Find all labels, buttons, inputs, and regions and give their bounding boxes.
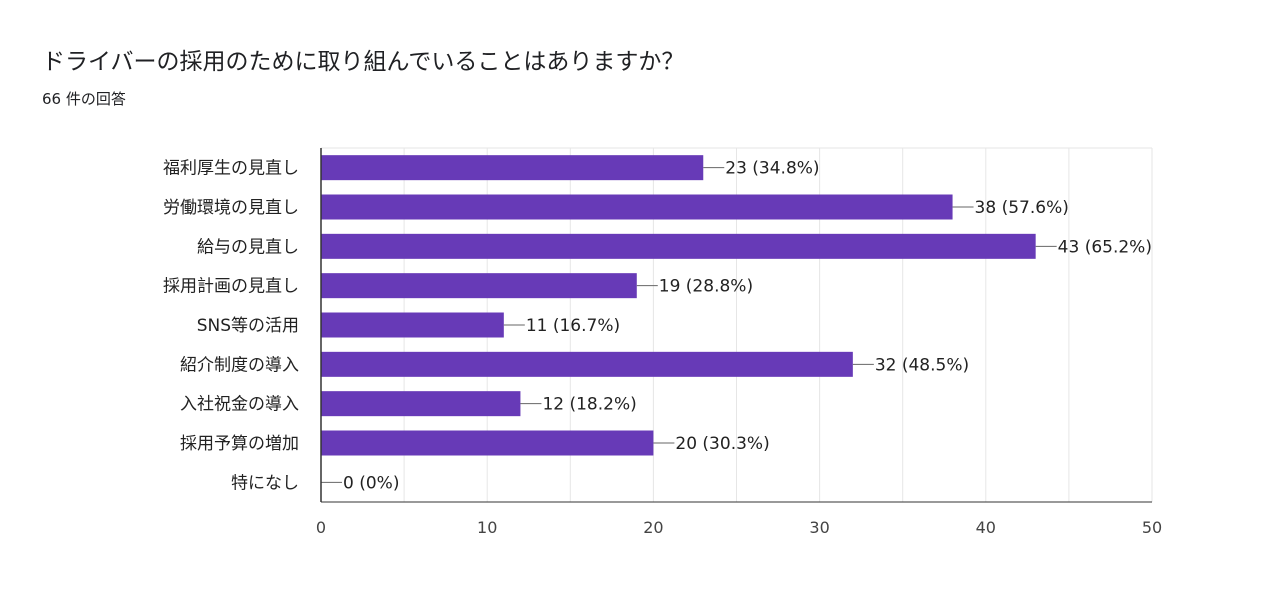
category-label: 労働環境の見直し (163, 198, 299, 218)
data-label: 12 (18.2%) (542, 395, 636, 415)
data-label: 0 (0%) (343, 473, 399, 493)
bar (321, 273, 637, 299)
chart-title: ドライバーの採用のために取り組んでいることはありますか？ (42, 49, 685, 75)
bars (321, 155, 1036, 456)
x-tick-label: 10 (477, 518, 497, 537)
x-tick-label: 40 (976, 518, 996, 537)
bar (321, 155, 704, 181)
category-label: 採用予算の増加 (180, 434, 299, 454)
data-label: 20 (30.3%) (675, 434, 769, 454)
category-label: 福利厚生の見直し (163, 159, 299, 179)
category-label: 特になし (231, 473, 299, 493)
x-tick-label: 20 (643, 518, 663, 537)
data-label: 32 (48.5%) (875, 355, 969, 375)
data-label: 19 (28.8%) (659, 277, 753, 297)
x-tick-label: 0 (316, 518, 326, 537)
category-label: SNS等の活用 (197, 316, 299, 336)
bar (321, 233, 1036, 259)
category-label: 採用計画の見直し (163, 277, 299, 297)
labels: 23 (34.8%) 福利厚生の見直し 38 (57.6%) 労働環境の見直し 43 (… (163, 159, 1152, 494)
bar (321, 351, 853, 377)
bar (321, 312, 504, 338)
axes: 0 10 20 30 40 50 (316, 148, 1162, 537)
data-label: 23 (34.8%) (725, 159, 819, 179)
x-tick-label: 50 (1142, 518, 1162, 537)
bar (321, 391, 521, 417)
bar (321, 194, 953, 220)
bar (321, 430, 654, 456)
category-label: 給与の見直し (197, 237, 299, 257)
data-label: 43 (65.2%) (1058, 237, 1152, 257)
category-label: 入社祝金の導入 (180, 395, 299, 415)
response-count: 66 件の回答 (42, 90, 126, 108)
data-label: 11 (16.7%) (526, 316, 620, 336)
x-tick-label: 30 (809, 518, 829, 537)
data-label: 38 (57.6%) (975, 198, 1069, 218)
category-label: 紹介制度の導入 (180, 355, 299, 375)
